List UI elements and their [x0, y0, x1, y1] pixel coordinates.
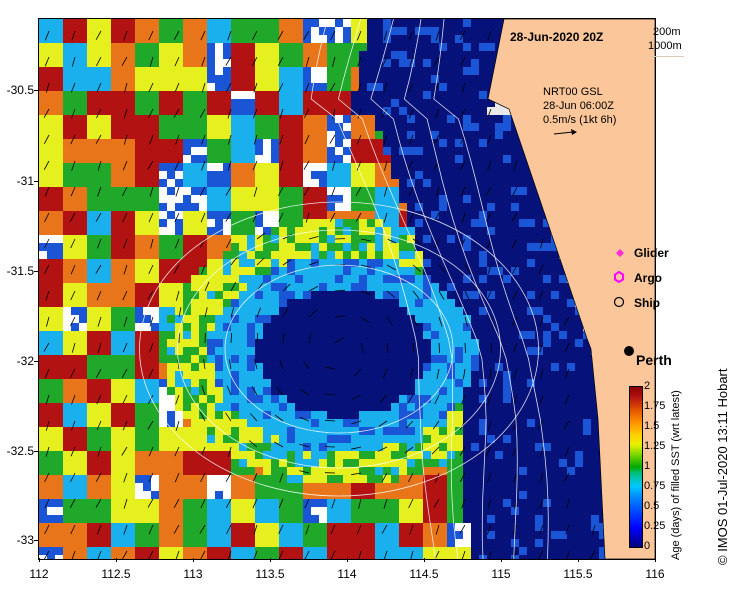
y-tick [34, 90, 38, 91]
isobath-1000-label: 1000m [648, 40, 682, 52]
current-scale: 0.5m/s (1kt 6h) [543, 114, 617, 126]
legend-ship: Ship [634, 296, 660, 310]
x-tick-label: 113 [183, 567, 203, 581]
isobath-legend-line [650, 56, 684, 57]
x-tick [193, 558, 194, 562]
current-source: NRT00 GSL [543, 86, 603, 98]
city-label-perth: Perth [636, 352, 672, 368]
y-tick-label: -31.5 [6, 264, 34, 278]
x-tick [116, 558, 117, 562]
land-area [487, 19, 655, 559]
colorbar-tick: 2 [644, 380, 651, 392]
glider-icon [616, 249, 624, 257]
y-tick-label: -32.5 [6, 444, 34, 458]
x-tick-label: 112.5 [101, 567, 131, 581]
sst-age-cells [39, 19, 607, 559]
x-tick [270, 558, 271, 562]
current-time: 28-Jun 06:00Z [543, 100, 614, 112]
colorbar-tick: 0.5 [644, 500, 660, 512]
x-tick-label: 114.5 [409, 567, 439, 581]
x-tick [578, 558, 579, 562]
x-tick-label: 115 [491, 567, 511, 581]
y-tick-label: -33 [16, 533, 34, 547]
y-tick [34, 451, 38, 452]
x-tick-label: 113.5 [255, 567, 285, 581]
y-tick-label: -30.5 [6, 83, 34, 97]
y-tick [34, 271, 38, 272]
argo-icon [614, 271, 624, 283]
colorbar [629, 386, 643, 548]
ship-icon [613, 296, 625, 308]
x-tick [501, 558, 502, 562]
x-tick [347, 558, 348, 562]
sst-map[interactable] [38, 18, 656, 560]
x-tick [424, 558, 425, 562]
x-tick-label: 116 [645, 567, 665, 581]
credit-text: © IMOS 01-Jul-2020 13:11 Hobart [715, 368, 730, 566]
legend-argo: Argo [634, 271, 662, 285]
ssh-contours [139, 19, 549, 559]
legend-glider: Glider [634, 246, 669, 260]
perth-marker-icon [624, 346, 634, 356]
isobath-200-label: 200m [653, 26, 681, 38]
colorbar-tick: 1.5 [644, 420, 660, 432]
y-tick [34, 540, 38, 541]
y-tick-label: -32 [16, 354, 34, 368]
map-date-title: 28-Jun-2020 20Z [510, 30, 604, 44]
colorbar-tick: 1.75 [644, 400, 666, 412]
x-tick-label: 112 [29, 567, 49, 581]
y-tick-label: -31 [16, 174, 34, 188]
x-tick-label: 115.5 [563, 567, 593, 581]
x-tick-label: 114 [337, 567, 357, 581]
current-info: NRT00 GSL 28-Jun 06:00Z 0.5m/s (1kt 6h) [543, 85, 616, 127]
x-tick [39, 558, 40, 562]
colorbar-tick: 0.75 [644, 480, 666, 492]
colorbar-tick: 1 [644, 460, 651, 472]
colorbar-tick: 0.25 [644, 520, 666, 532]
y-tick [34, 361, 38, 362]
x-tick [655, 558, 656, 562]
current-vectors [43, 30, 596, 559]
colorbar-title: Age (days) of filled SST (wrt latest) [670, 390, 682, 560]
scale-arrow-icon [553, 129, 577, 135]
colorbar-tick: 1.25 [644, 440, 666, 452]
sst-map-canvas [39, 19, 655, 559]
y-tick [34, 181, 38, 182]
colorbar-tick: 0 [644, 540, 651, 552]
